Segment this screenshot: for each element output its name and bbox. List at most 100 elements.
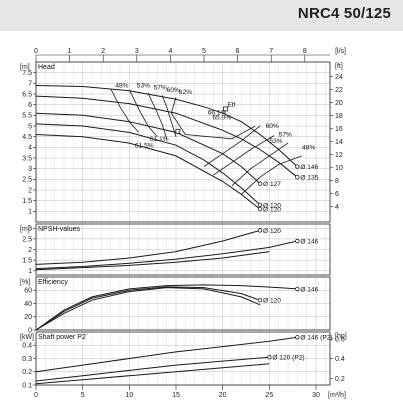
panel-frame	[35, 276, 331, 331]
y-tick-label: 6	[28, 102, 32, 109]
series-end-marker	[257, 202, 263, 208]
series-line	[35, 240, 298, 270]
y-tick-label: 1	[28, 268, 32, 275]
top-tick-label: 1	[68, 48, 72, 55]
y-tick-label: 3	[28, 166, 32, 173]
series-end-marker	[257, 206, 263, 212]
series-end-marker	[295, 335, 300, 340]
text-layer: 0 1 2 3 4 5 6 7 8 [l/s]0 5 10 15 20 25 30 [m³/h]11.522.5…	[20, 48, 347, 399]
header-band	[0, 0, 403, 31]
y-tick-label: 5.5	[22, 113, 32, 120]
panel-frame	[35, 61, 331, 223]
y-tick-label: 1.5	[22, 198, 32, 205]
y-tick-label: 40	[24, 301, 32, 308]
right-y-tick-label: 10	[335, 165, 343, 172]
best-efficiency-point-marker	[223, 106, 228, 112]
efficiency-iso-line	[110, 88, 140, 133]
y-tick-label: 0.2	[22, 369, 32, 376]
series-label: Ø 146	[300, 238, 318, 245]
panel-title: NPSH-values	[38, 226, 81, 233]
y-tick-label: 2	[28, 247, 32, 254]
series-label: Ø 120	[263, 298, 281, 305]
series-line	[35, 336, 298, 373]
y-tick-label: 0.1	[22, 382, 32, 389]
efficiency-label: Eff	[227, 102, 235, 109]
panel-title: Efficiency	[38, 279, 68, 286]
right-y-tick-label: 0.4	[335, 356, 345, 363]
bottom-tick-label: 5	[81, 392, 85, 399]
model-title: NRC4 50/125	[297, 5, 391, 22]
panel-title: Head	[38, 64, 55, 71]
series-end-marker	[257, 297, 263, 303]
series-line	[35, 95, 298, 178]
efficiency-label: 60%	[266, 123, 279, 130]
efficiency-label: 62%	[179, 89, 192, 96]
left-unit-label: [m]	[20, 64, 30, 71]
series-end-marker	[295, 286, 300, 292]
right-unit-label: [ft]	[335, 63, 343, 70]
efficiency-iso-line	[147, 92, 168, 139]
efficiency-iso-line	[203, 125, 261, 167]
y-tick-label: 2	[28, 187, 32, 194]
efficiency-label: 61.5%	[135, 142, 154, 149]
series-label: Ø 127	[263, 181, 281, 188]
top-tick-label: 5	[202, 48, 206, 55]
left-unit-label: [kW]	[20, 334, 34, 341]
right-y-tick-label: 12	[335, 152, 343, 159]
bottom-tick-label: 20	[219, 392, 227, 399]
right-y-tick-label: 4	[335, 204, 339, 211]
efficiency-label: 48%	[302, 144, 315, 151]
efficiency-label: 53%	[269, 138, 282, 145]
series-label: Ø 146 (P2)	[300, 335, 332, 342]
series-line	[35, 363, 270, 385]
y-tick-label: 5	[28, 123, 32, 130]
series-line	[35, 356, 270, 382]
series-label: Ø 120 (P2)	[272, 355, 304, 362]
right-unit-label: [hp]	[335, 333, 347, 340]
series-label: Ø 146	[300, 164, 318, 171]
efficiency-iso-line	[128, 89, 158, 137]
y-tick-label: 0.4	[22, 343, 32, 350]
series-end-marker	[295, 238, 300, 244]
series-label: Ø 120	[263, 207, 281, 214]
top-tick-label: 4	[168, 48, 172, 55]
right-y-tick-label: 20	[335, 100, 343, 107]
series-label: Ø 135	[300, 175, 318, 182]
series-line	[35, 251, 270, 271]
bottom-tick-label: 0	[34, 392, 38, 399]
series-end-marker	[257, 228, 263, 233]
left-unit-label: [%]	[20, 279, 30, 286]
right-y-tick-label: 18	[335, 113, 343, 120]
panel-frame	[35, 223, 331, 276]
y-tick-label: 0	[28, 327, 32, 334]
series-end-marker	[295, 174, 300, 180]
y-tick-label: 3.5	[22, 155, 32, 162]
efficiency-label: 65.0%	[212, 115, 231, 122]
frame-layer	[33, 54, 333, 390]
efficiency-label: 61.1%	[150, 136, 169, 143]
top-tick-label: 3	[135, 48, 139, 55]
y-tick-label: 20	[24, 314, 32, 321]
series-end-marker	[257, 181, 263, 186]
right-y-tick-label: 14	[335, 139, 343, 146]
panel-title: Shaft power P2	[38, 334, 86, 341]
top-tick-label: 6	[236, 48, 240, 55]
efficiency-iso-line	[241, 155, 303, 195]
y-tick-label: 0.3	[22, 356, 32, 363]
efficiency-label: 53%	[137, 83, 150, 90]
efficiency-label: 57%	[154, 85, 167, 92]
efficiency-iso-line	[231, 142, 289, 186]
series-line	[35, 286, 261, 331]
right-y-tick-label: 6	[335, 191, 339, 198]
y-tick-label: 1.5	[22, 258, 32, 265]
y-tick-label: 60	[24, 288, 32, 295]
bottom-axis-unit: [m³/h]	[328, 392, 346, 399]
efficiency-iso-line	[161, 94, 177, 137]
series-line	[35, 85, 298, 167]
y-tick-label: 7.5	[22, 70, 32, 77]
top-axis-unit: [l/s]	[335, 48, 346, 55]
efficiency-label: 57%	[279, 132, 292, 139]
bottom-tick-label: 15	[172, 392, 180, 399]
bottom-tick-label: 30	[312, 392, 320, 399]
